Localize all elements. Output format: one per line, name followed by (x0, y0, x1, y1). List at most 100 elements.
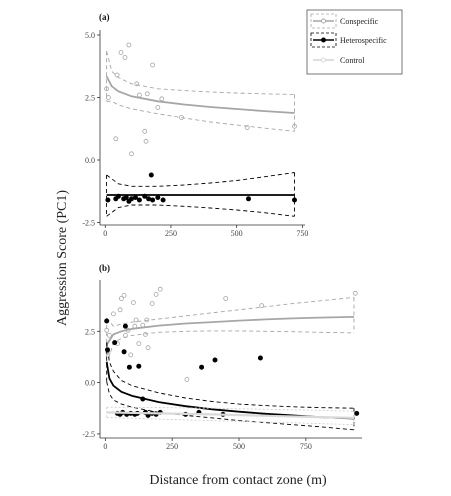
point-conspecific-a (244, 125, 250, 130)
point-heterospecific-b (354, 410, 360, 416)
legend: Conspecific Heterospecific Control (306, 9, 403, 75)
y-tick-label-b: 0.0 (85, 379, 95, 388)
point-conspecific-a (113, 136, 119, 142)
fit-line-conspecific-a (105, 75, 295, 114)
ci-upper-conspecific-a (106, 51, 295, 95)
y-tick-label-b: -2.5 (82, 430, 95, 439)
point-heterospecific-a (155, 194, 161, 200)
panel-a: (a) -2.5 0.0 2.5 5.0 0 250 500 750 (82, 12, 308, 238)
x-axis-title: Distance from contact zone (m) (149, 473, 327, 488)
point-conspecific-b (121, 292, 127, 298)
point-conspecific-a (159, 96, 165, 102)
point-conspecific-b (133, 317, 139, 323)
point-conspecific-b (223, 296, 229, 301)
point-heterospecific-b (136, 363, 142, 369)
point-conspecific-a (134, 81, 140, 87)
point-heterospecific-b (212, 357, 218, 363)
point-conspecific-a (143, 138, 149, 144)
point-conspecific-a (104, 86, 109, 92)
point-conspecific-a (144, 91, 150, 97)
fit-line-control-b (106, 411, 355, 419)
point-conspecific-b (125, 327, 131, 333)
legend-item-heterospecific: Heterospecific (310, 32, 387, 48)
point-conspecific-b (153, 291, 159, 297)
point-heterospecific-a (291, 197, 297, 203)
point-conspecific-b (157, 286, 163, 292)
y-tick-label-b: 2.5 (85, 327, 95, 336)
x-tick-label-b: 0 (103, 442, 107, 451)
point-heterospecific-a (150, 197, 156, 203)
x-tick-label-a: 0 (103, 229, 107, 238)
point-heterospecific-a (128, 196, 134, 202)
point-conspecific-a (142, 128, 148, 134)
point-heterospecific-a (136, 197, 142, 203)
point-conspecific-b (104, 327, 110, 333)
y-tick-label-a: -2.5 (82, 219, 95, 228)
x-tick-label-a: 750 (296, 229, 308, 238)
point-conspecific-a (179, 115, 184, 120)
legend-key-heterospecific (310, 32, 337, 48)
panel-b: (b) -2.5 0.0 2.5 0 250 500 750 (82, 263, 362, 451)
point-conspecific-b (140, 322, 146, 328)
point-conspecific-b (144, 317, 150, 323)
point-conspecific-b (259, 303, 265, 309)
legend-item-control: Control (313, 56, 365, 65)
point-heterospecific-b (257, 355, 263, 361)
legend-marker-heterospecific (321, 37, 326, 43)
y-tick-label-a: 5.0 (85, 31, 95, 40)
fit-line-conspecific-b (105, 316, 355, 346)
point-conspecific-b (352, 290, 358, 296)
point-conspecific-b (149, 301, 155, 307)
x-tick-label-b: 750 (300, 442, 312, 451)
point-heterospecific-b (112, 340, 118, 346)
point-heterospecific-a (146, 196, 152, 202)
x-tick-label-a: 500 (231, 229, 243, 238)
point-conspecific-a (106, 95, 111, 100)
y-tick-label-a: 0.0 (85, 156, 95, 165)
panel-label-a: (a) (99, 12, 110, 22)
point-heterospecific-b (140, 396, 146, 402)
point-conspecific-b (132, 323, 138, 329)
ci-upper-conspecific-b (106, 296, 355, 327)
legend-item-conspecific: Conspecific (310, 13, 379, 29)
point-conspecific-b (142, 331, 148, 337)
point-conspecific-a (150, 62, 156, 68)
point-conspecific-a (118, 50, 124, 55)
legend-key-conspecific (310, 13, 337, 29)
point-heterospecific-a (115, 193, 121, 199)
point-conspecific-a (129, 151, 134, 157)
point-heterospecific-b (105, 347, 111, 353)
point-heterospecific-a (160, 197, 166, 203)
point-conspecific-b (117, 307, 123, 313)
point-conspecific-b (107, 332, 112, 338)
ci-upper-control-b (106, 406, 355, 412)
point-conspecific-b (128, 352, 134, 358)
legend-marker-control (321, 57, 326, 63)
point-conspecific-a (122, 55, 128, 60)
legend-label-control: Control (340, 56, 365, 65)
ci-lower-conspecific-a (106, 100, 295, 132)
point-heterospecific-b (126, 364, 132, 370)
x-tick-label-b: 250 (166, 442, 178, 451)
panel-label-b: (b) (99, 263, 110, 273)
ci-lower-control-b (106, 417, 355, 426)
y-tick-label-a: 2.5 (85, 94, 95, 103)
point-heterospecific-a (105, 197, 111, 203)
point-conspecific-b (184, 377, 190, 382)
point-heterospecific-a (132, 194, 138, 200)
y-axis-title: Aggression Score (PC1) (55, 190, 70, 326)
point-conspecific-b (145, 345, 151, 351)
point-conspecific-b (123, 332, 128, 338)
ci-lower-conspecific-b (106, 330, 355, 366)
x-tick-label-a: 250 (165, 229, 177, 238)
point-conspecific-a (136, 92, 142, 98)
point-conspecific-a (126, 42, 132, 48)
point-conspecific-b (119, 296, 124, 301)
point-conspecific-b (111, 311, 116, 317)
point-conspecific-a (155, 105, 161, 110)
legend-label-conspecific: Conspecific (340, 17, 379, 26)
point-heterospecific-a (148, 172, 154, 178)
fit-line-heterospecific-b (105, 361, 355, 420)
point-heterospecific-b (122, 323, 128, 329)
